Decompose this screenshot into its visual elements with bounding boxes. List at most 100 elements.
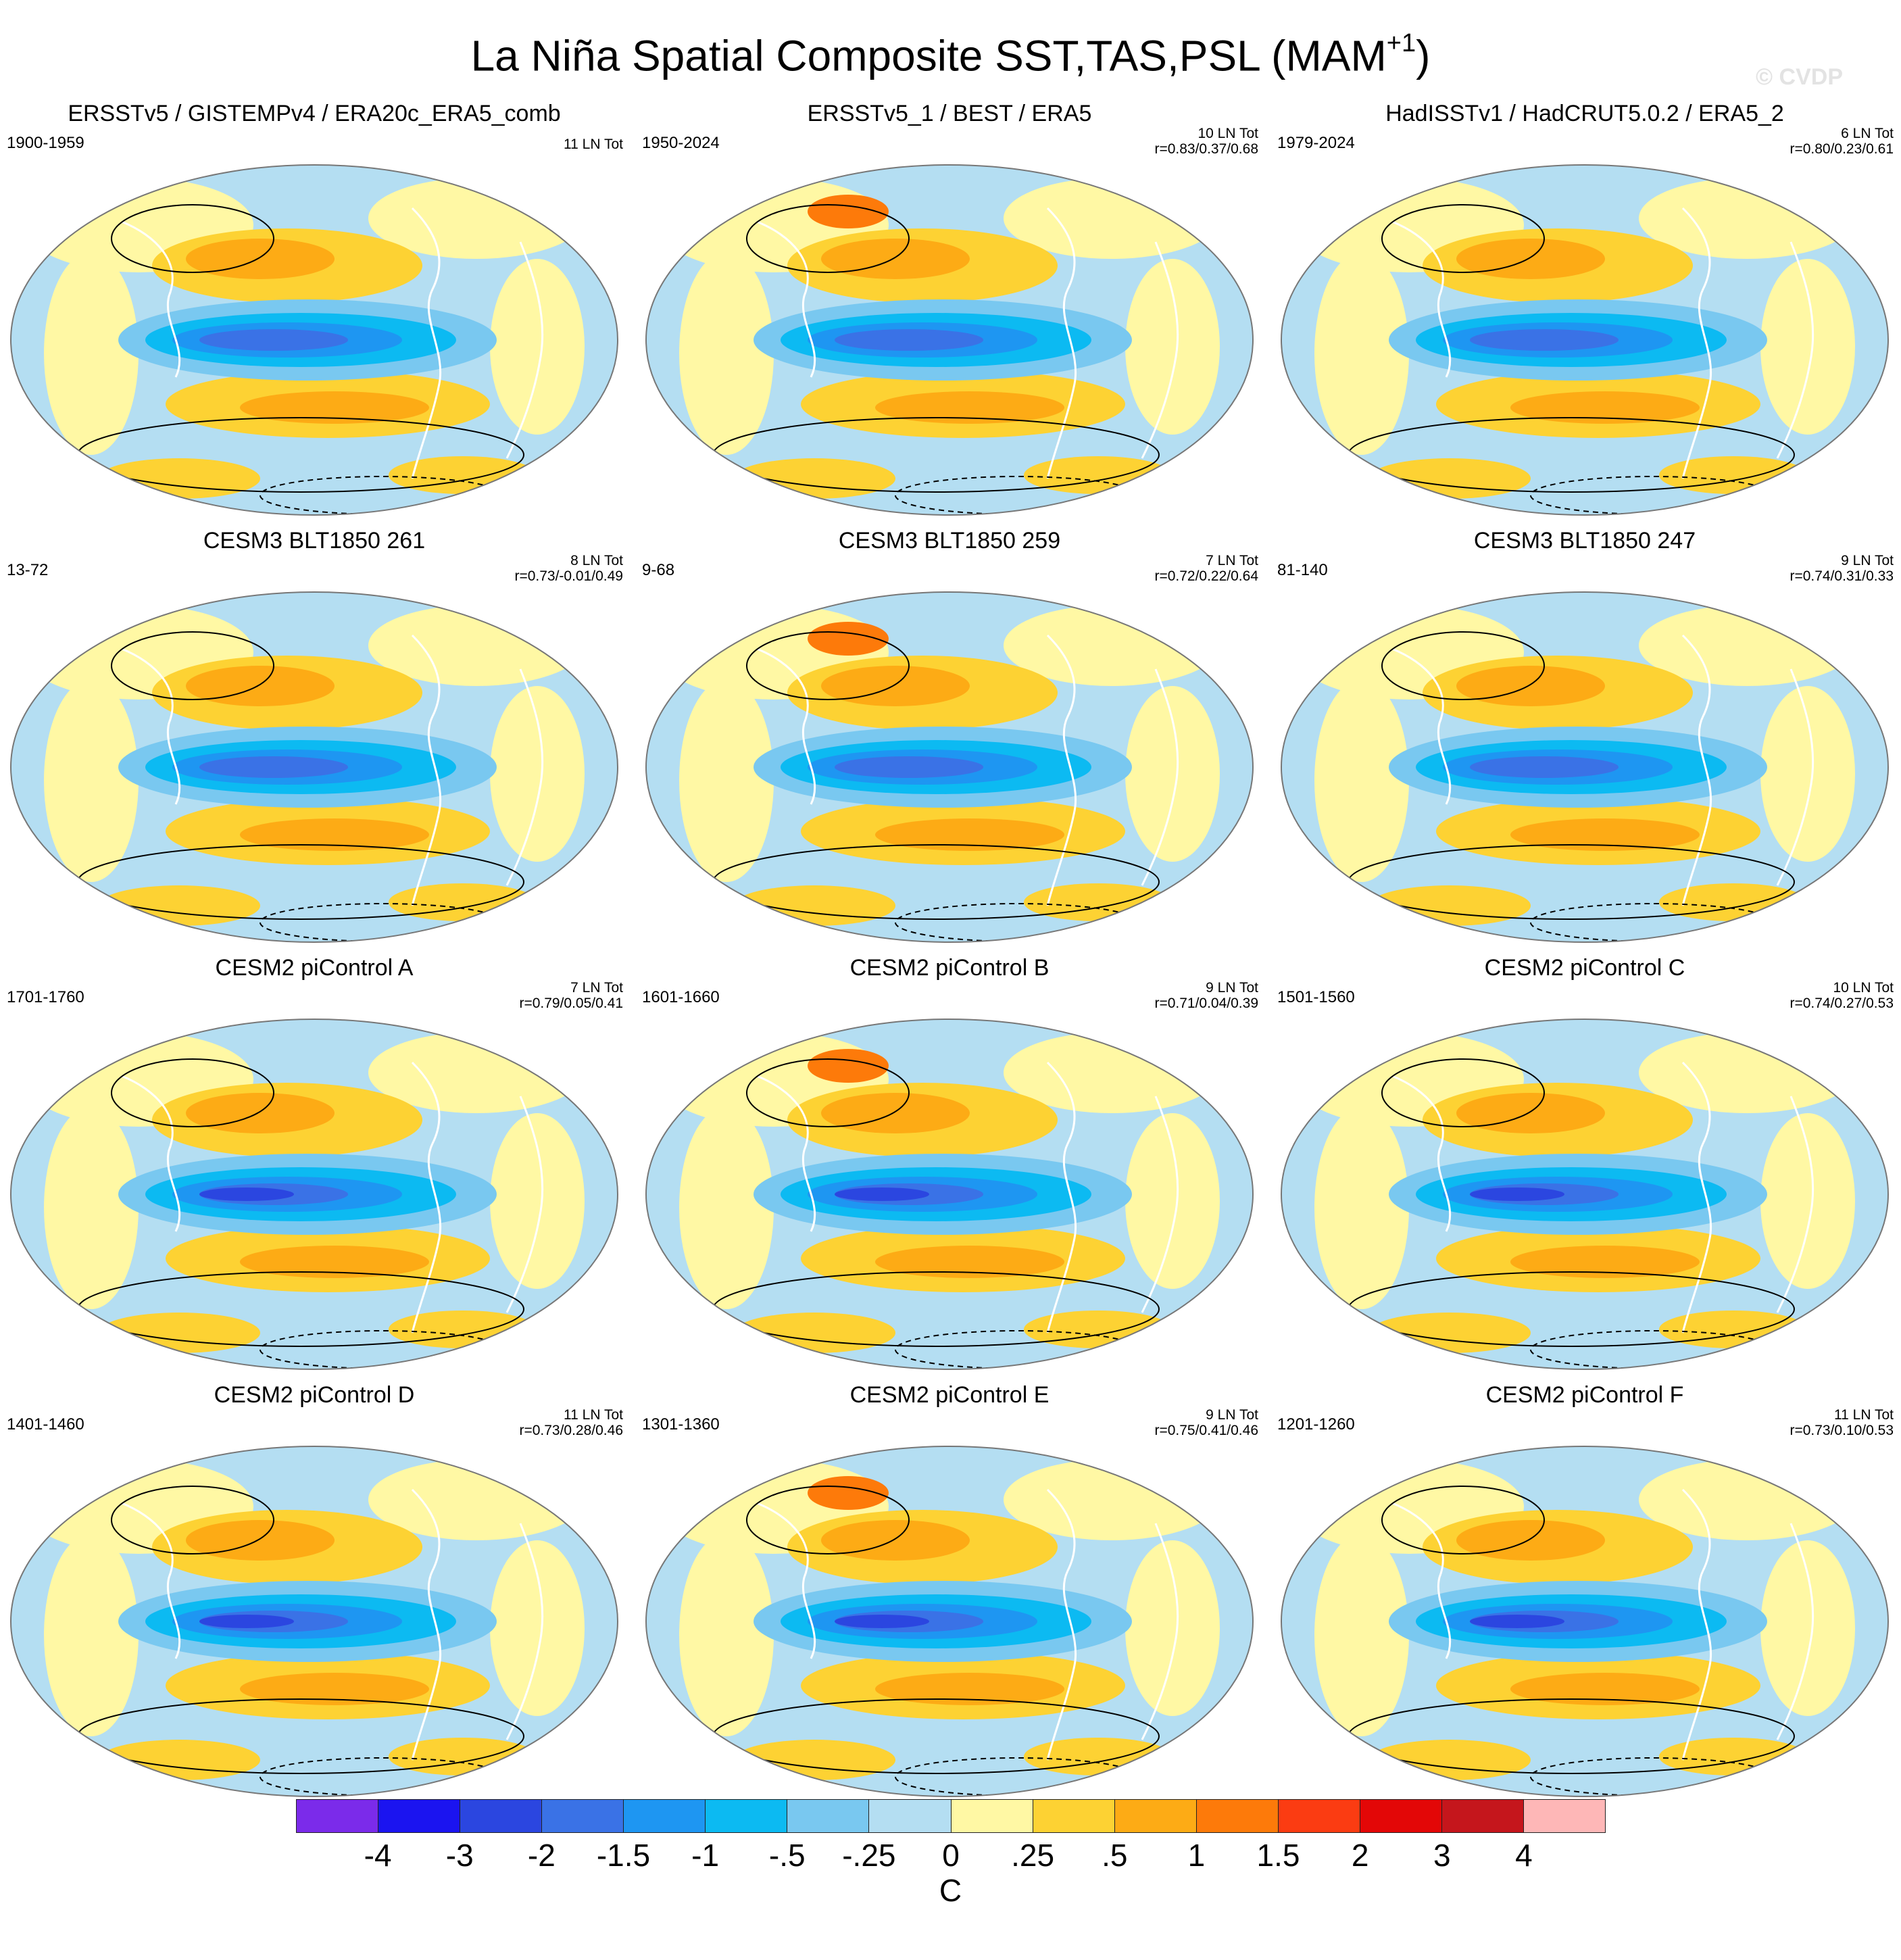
panel-title: CESM3 BLT1850 261 [203,528,426,554]
colorbar-box [1196,1800,1279,1832]
robinson-map [1281,1019,1889,1370]
map-panel: CESM2 piControl B 1601-1660 9 LN Tot r=0.71… [635,954,1264,1380]
colorbar-box [869,1800,952,1832]
panel-event-count: 7 LN Tot [570,980,623,996]
title-superscript: +1 [1386,29,1416,57]
panel-event-count: 10 LN Tot [1198,126,1258,141]
panel-years: 1201-1260 [1277,1415,1355,1434]
robinson-map [1281,164,1889,516]
map-panel: CESM3 BLT1850 261 13-72 8 LN Tot r=0.73/-0.… [0,527,628,953]
panel-title: CESM2 piControl C [1484,955,1685,981]
colorbar-box [1523,1800,1605,1832]
colorbar-box [460,1800,543,1832]
panel-title: HadISSTv1 / HadCRUT5.0.2 / ERA5_2 [1385,101,1784,126]
panel-title: ERSSTv5_1 / BEST / ERA5 [807,101,1092,126]
colorbar-unit: C [939,1873,962,1908]
panel-event-count: 9 LN Tot [1841,553,1894,568]
panel-stats: 11 LN Tot r=0.73/0.10/0.53 [1789,1407,1894,1438]
colorbar-box [1441,1800,1524,1832]
map-panel: CESM3 BLT1850 247 81-140 9 LN Tot r=0.74/0.… [1270,527,1899,953]
robinson-map [10,164,618,516]
colorbar-box [542,1800,624,1832]
panel-stats: 9 LN Tot r=0.75/0.41/0.46 [1154,1407,1258,1438]
robinson-map [10,591,618,943]
panel-correlations: r=0.73/0.10/0.53 [1789,1423,1894,1438]
panel-years: 9-68 [642,561,675,579]
map-panel: CESM2 piControl E 1301-1360 9 LN Tot r=0.75… [635,1381,1264,1807]
colorbar-tick-label: 2 [1351,1838,1369,1873]
panel-stats: 10 LN Tot r=0.83/0.37/0.68 [1154,126,1258,157]
panel-event-count: 11 LN Tot [564,137,623,152]
panel-title: CESM2 piControl A [215,955,414,981]
panel-event-count: 10 LN Tot [1833,980,1894,996]
colorbar-tick-label: 0 [942,1838,960,1873]
panel-stats: 9 LN Tot r=0.71/0.04/0.39 [1154,980,1258,1011]
colorbar-tick-label: -2 [527,1838,556,1873]
panel-correlations: r=0.74/0.27/0.53 [1789,996,1894,1011]
map-panel: CESM3 BLT1850 259 9-68 7 LN Tot r=0.72/0.22… [635,527,1264,953]
panel-correlations: r=0.72/0.22/0.64 [1154,568,1258,584]
panel-correlations: r=0.75/0.41/0.46 [1154,1423,1258,1438]
panel-title: ERSSTv5 / GISTEMPv4 / ERA20c_ERA5_comb [68,101,561,126]
colorbar-tick-label: -4 [364,1838,392,1873]
panel-years: 1501-1560 [1277,988,1355,1006]
robinson-map [645,591,1254,943]
colorbar-tick-label: -.5 [768,1838,806,1873]
colorbar-tick-label: 1.5 [1256,1838,1300,1873]
panel-title: CESM3 BLT1850 259 [838,528,1061,554]
map-panel: CESM2 piControl D 1401-1460 11 LN Tot r=0.7… [0,1381,628,1807]
panel-correlations: r=0.80/0.23/0.61 [1789,141,1894,157]
panel-title: CESM2 piControl E [849,1382,1050,1408]
panel-years: 1601-1660 [642,988,720,1006]
panel-years: 1301-1360 [642,1415,720,1434]
colorbar-tick-label: -.25 [842,1838,896,1873]
panel-correlations: r=0.71/0.04/0.39 [1154,996,1258,1011]
panel-event-count: 11 LN Tot [564,1407,623,1423]
title-end: ) [1416,31,1431,80]
panel-correlations: r=0.79/0.05/0.41 [519,996,623,1011]
panel-years: 81-140 [1277,561,1328,579]
panel-stats: 7 LN Tot r=0.79/0.05/0.41 [519,980,623,1011]
colorbar-tick-label: .25 [1011,1838,1055,1873]
robinson-map [10,1446,618,1797]
colorbar-box [706,1800,788,1832]
colorbar-box [787,1800,870,1832]
map-panel: ERSSTv5_1 / BEST / ERA5 1950-2024 10 LN To… [635,100,1264,526]
colorbar-tick-label: 4 [1515,1838,1533,1873]
panel-title: CESM3 BLT1850 247 [1473,528,1696,554]
robinson-map [1281,1446,1889,1797]
panel-title: CESM2 piControl B [849,955,1050,981]
robinson-map [10,1019,618,1370]
panel-years: 1701-1760 [7,988,84,1006]
panel-years: 1900-1959 [7,134,84,152]
panel-title: CESM2 piControl D [214,1382,415,1408]
panel-stats: 7 LN Tot r=0.72/0.22/0.64 [1154,553,1258,584]
colorbar-box [624,1800,706,1832]
colorbar-tick-label: 3 [1433,1838,1451,1873]
colorbar-tick-label: -3 [445,1838,474,1873]
panel-event-count: 9 LN Tot [1206,1407,1258,1423]
panel-correlations: r=0.73/0.28/0.46 [519,1423,623,1438]
panel-stats: 6 LN Tot r=0.80/0.23/0.61 [1789,126,1894,157]
panel-event-count: 7 LN Tot [1206,553,1258,568]
robinson-map [1281,591,1889,943]
colorbar-tick-label: .5 [1102,1838,1128,1873]
panel-stats: 9 LN Tot r=0.74/0.31/0.33 [1789,553,1894,584]
panel-years: 1401-1460 [7,1415,84,1434]
panel-correlations: r=0.73/-0.01/0.49 [514,568,623,584]
colorbar-box [378,1800,461,1832]
panel-years: 13-72 [7,561,49,579]
panel-years: 1979-2024 [1277,134,1355,152]
panel-stats: 10 LN Tot r=0.74/0.27/0.53 [1789,980,1894,1011]
colorbar-box [1114,1800,1197,1832]
title-main: La Niña Spatial Composite SST,TAS,PSL (M… [470,31,1387,80]
panel-stats: 11 LN Tot [564,137,623,152]
panel-correlations: r=0.74/0.31/0.33 [1789,568,1894,584]
panel-title: CESM2 piControl F [1485,1382,1684,1408]
colorbar-bar [296,1799,1606,1833]
colorbar-box [297,1800,379,1832]
colorbar-box [951,1800,1033,1832]
colorbar-box [1360,1800,1442,1832]
panel-event-count: 6 LN Tot [1841,126,1894,141]
map-panel: CESM2 piControl F 1201-1260 11 LN Tot r=0.7… [1270,1381,1899,1807]
